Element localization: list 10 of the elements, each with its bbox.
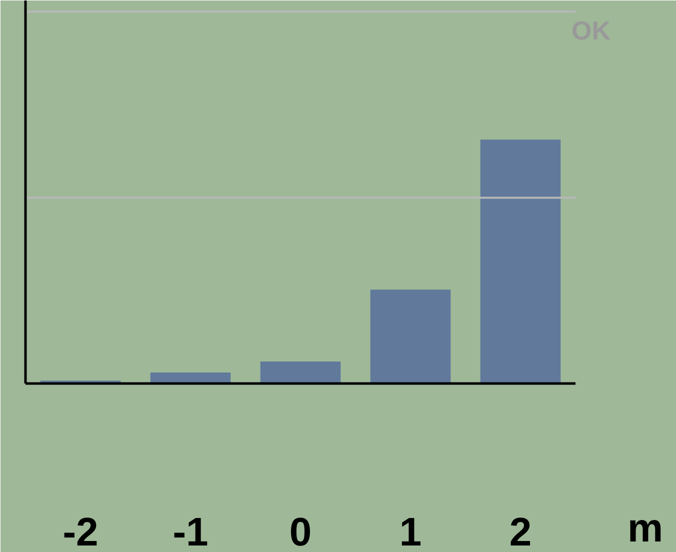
bar [150, 372, 231, 384]
x-tick-label: 2 [509, 510, 532, 552]
x-axis-title: m [628, 506, 664, 550]
x-tick-label: 0 [289, 510, 312, 552]
bar [480, 140, 561, 384]
bar [260, 362, 341, 384]
x-tick-label: -2 [62, 510, 98, 552]
x-tick-label: 1 [399, 510, 422, 552]
x-tick-label: -1 [172, 510, 208, 552]
bar [370, 290, 451, 384]
